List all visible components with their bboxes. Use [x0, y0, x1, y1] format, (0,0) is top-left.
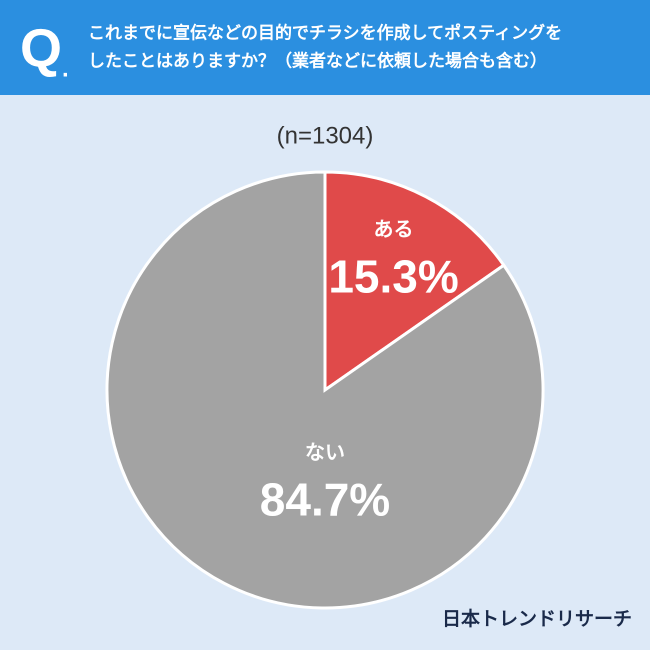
pie-slice [323, 170, 506, 393]
brand: 日本トレンドリサーチ [442, 607, 632, 630]
pie-slice [105, 170, 545, 610]
sample-size: (n=1304) [277, 122, 374, 149]
q-dot: . [62, 55, 69, 82]
question-line: したことはありますか？（業者などに依頼した場合も含む） [88, 50, 547, 70]
slice-label: ない [305, 441, 345, 464]
question-line: これまでに宣伝などの目的でチラシを作成してポスティングを [88, 22, 562, 42]
header-band [0, 0, 650, 95]
value-label: 15.3% [328, 251, 458, 303]
slice-label: ある [374, 218, 414, 241]
value-label: 84.7% [260, 474, 390, 526]
q-mark: Q [20, 18, 62, 78]
